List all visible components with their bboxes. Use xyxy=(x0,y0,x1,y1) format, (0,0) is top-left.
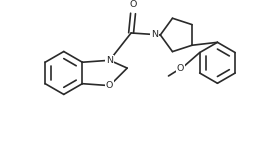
Text: O: O xyxy=(176,64,184,73)
Text: O: O xyxy=(129,0,137,9)
Text: N: N xyxy=(151,30,158,39)
Text: N: N xyxy=(106,56,113,65)
Text: O: O xyxy=(106,81,113,90)
